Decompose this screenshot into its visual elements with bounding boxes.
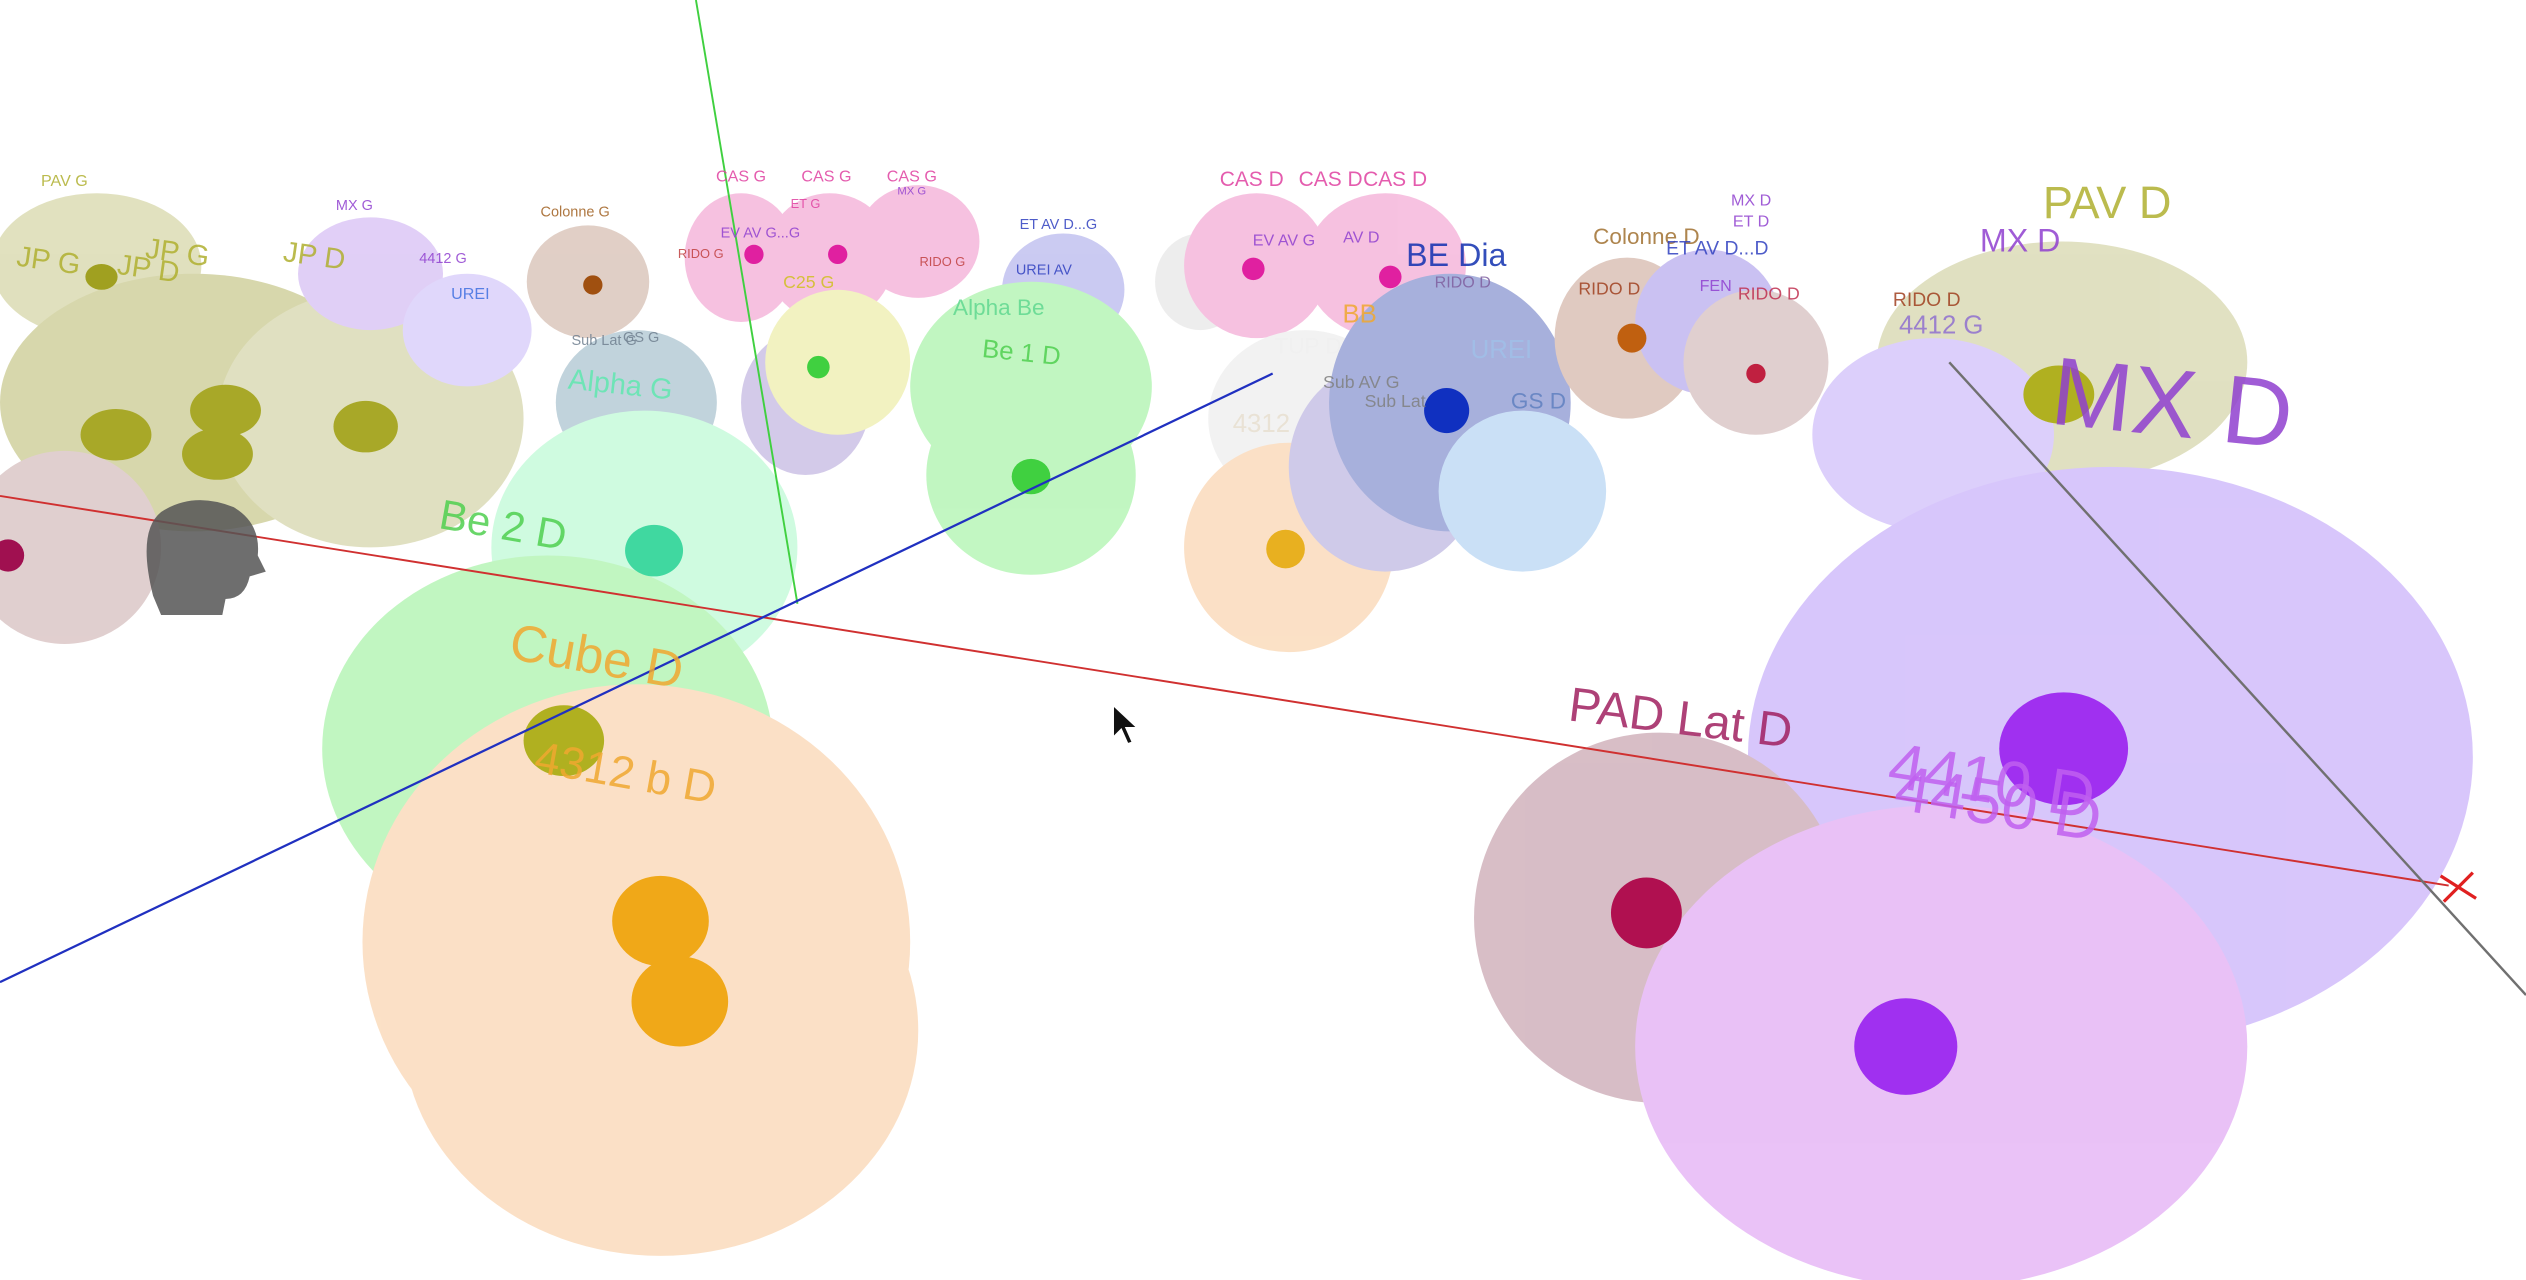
node-label: RIDO D: [1738, 283, 1800, 303]
node-label: UREI AV: [1016, 262, 1072, 278]
node-label: TUP D: [1275, 334, 1342, 359]
node-label: GS G: [623, 330, 659, 346]
node-label: 4312: [1233, 410, 1290, 438]
node-label: GS D: [1511, 388, 1566, 413]
node-label: ET AV D...D: [1666, 239, 1768, 260]
node-label: MX G: [897, 186, 926, 198]
node-label: UREI: [451, 285, 489, 303]
node-label: MX D: [2047, 338, 2298, 470]
mouse-cursor: [1112, 703, 1140, 745]
node-label: BB: [1342, 300, 1376, 328]
node-label: Colonne G: [540, 204, 609, 220]
node-label: RIDO D: [1578, 278, 1640, 298]
node-label: 4412 G: [1899, 312, 1983, 340]
node-label: Colonne D: [1593, 224, 1699, 249]
node-label: CAS D: [1299, 168, 1363, 191]
node-label: ET D: [1733, 212, 1769, 230]
node-label: Sub Lat G: [571, 333, 636, 349]
node-label: C25 G: [783, 272, 834, 292]
node-label: MX G: [336, 198, 373, 214]
node-label: RIDO D: [1893, 290, 1961, 311]
node-label: RIDO D: [1435, 274, 1491, 292]
node-label: RIDO G: [920, 254, 966, 269]
node-label: 4412 G: [419, 251, 467, 267]
node-label: UREI: [1471, 336, 1533, 364]
node-label: PAV G: [41, 172, 88, 190]
node-label: AV D: [1343, 229, 1379, 247]
node-label: PAV D: [2043, 177, 2172, 228]
node-label: BE Dia: [1406, 237, 1506, 273]
node-label: CAS D: [1363, 168, 1427, 191]
node-label: MX D: [1980, 223, 2061, 259]
node-label: ET AV D...G: [1020, 217, 1098, 233]
axes: [0, 0, 2526, 996]
node-label: RIDO G: [678, 246, 724, 261]
node-label: Sub Lat: [1365, 391, 1426, 411]
node-label: FEN: [1700, 277, 1732, 295]
node-label: CAS D: [1220, 168, 1284, 191]
node-label: CAS G: [716, 167, 766, 185]
head-model: [146, 500, 266, 616]
node-label: ET G: [791, 196, 821, 211]
node-label: MX D: [1731, 192, 1771, 210]
node-label: EV AV G...G: [721, 225, 800, 241]
sphere-cores: [0, 244, 2129, 1095]
node-label: EV AV G: [1253, 232, 1315, 250]
node-label: CAS G: [801, 167, 851, 185]
node-label: Sub AV G: [1323, 372, 1399, 392]
node-label: CAS G: [887, 167, 937, 185]
node-label: Alpha Be: [953, 295, 1044, 320]
